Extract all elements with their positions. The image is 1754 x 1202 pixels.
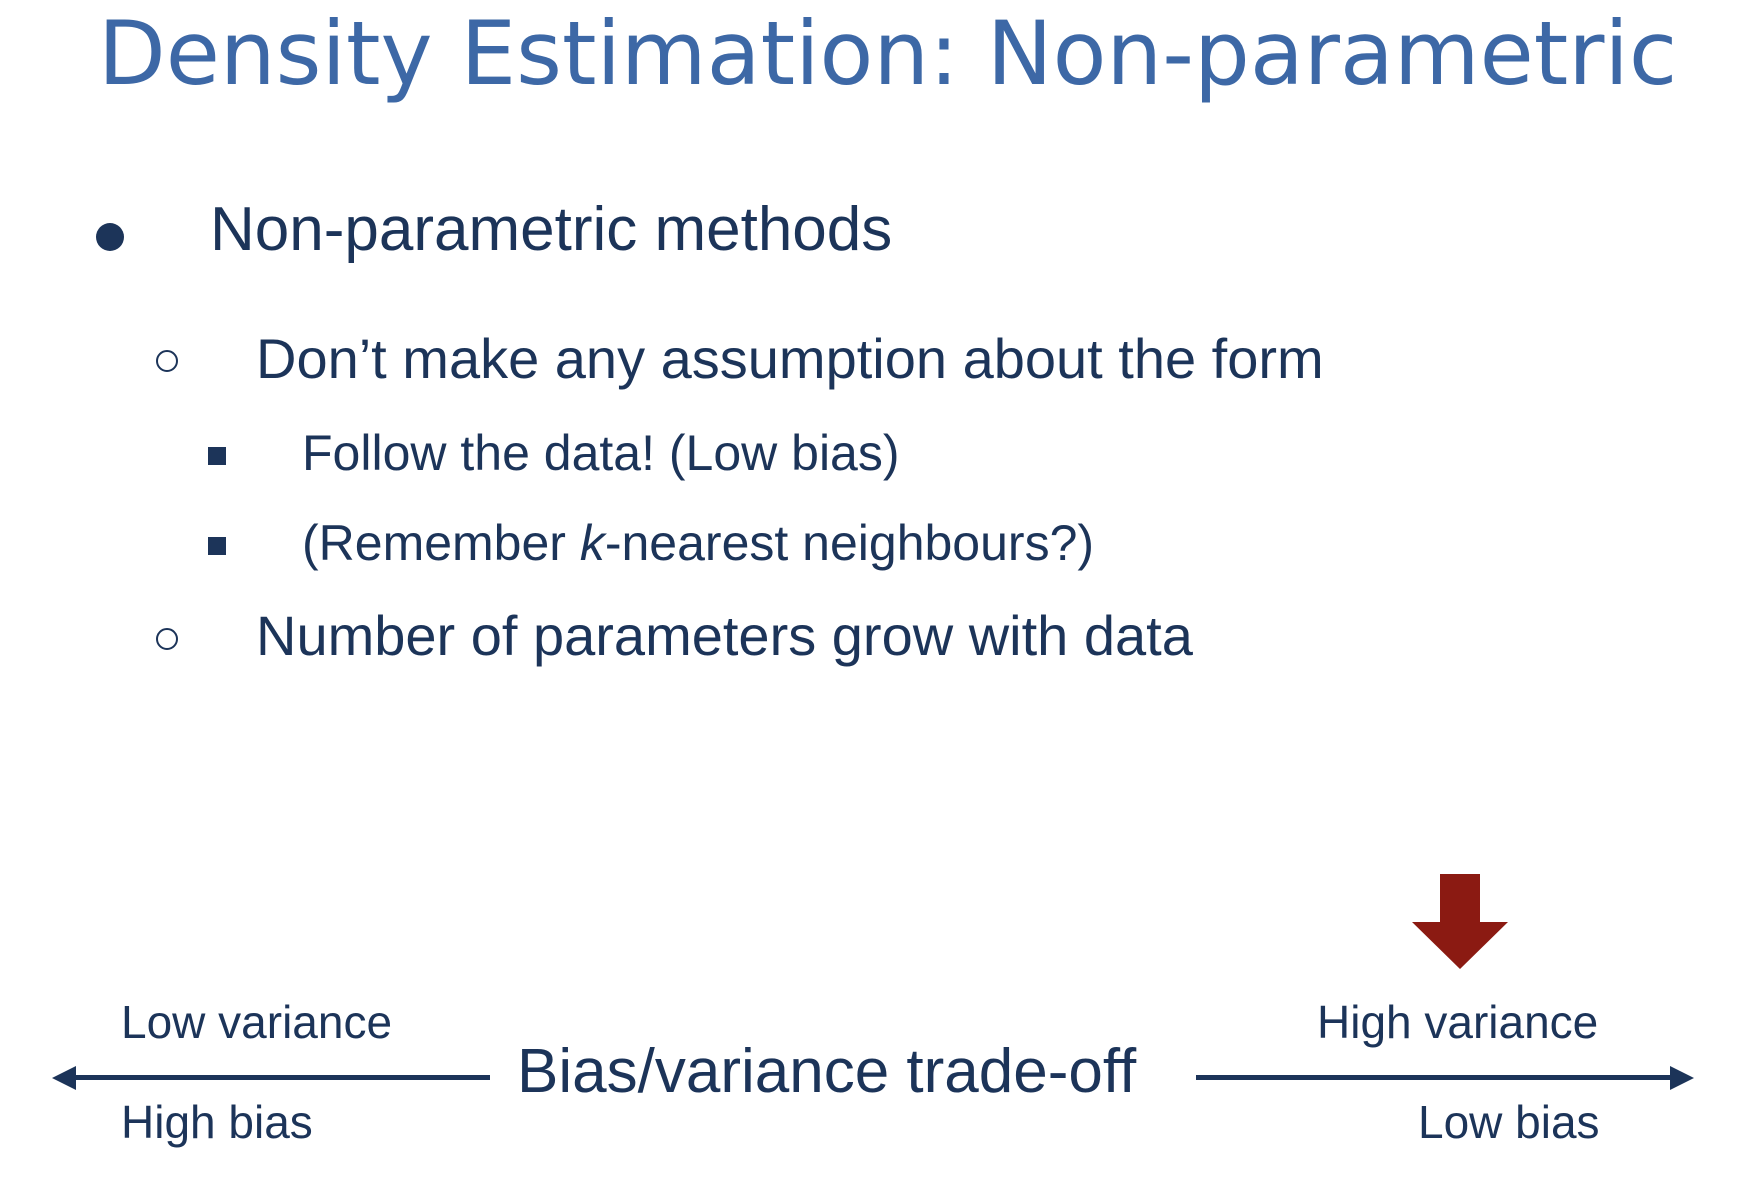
label-low-variance: Low variance — [121, 996, 393, 1048]
bullet-sub-parameters: Number of parameters grow with data — [256, 604, 1193, 667]
bullet-sub-item-follow: Follow the data! (Low bias) — [302, 425, 900, 481]
bullet-main: Non-parametric methods — [210, 195, 893, 264]
tradeoff-axis-left — [70, 1075, 490, 1080]
label-low-bias: Low bias — [1418, 1096, 1600, 1148]
bullet-circle-icon — [156, 628, 178, 650]
label-high-bias: High bias — [121, 1096, 313, 1148]
arrow-down-icon — [1412, 874, 1508, 969]
bullet-square-icon — [208, 537, 226, 555]
bullet-circle-icon — [156, 350, 178, 372]
arrow-right-icon — [1670, 1066, 1694, 1090]
knn-text-before: (Remember — [302, 515, 580, 571]
tradeoff-label: Bias/variance trade-off — [517, 1037, 1137, 1106]
label-high-variance: High variance — [1317, 996, 1599, 1048]
bullet-sub-assumption: Don’t make any assumption about the form — [256, 327, 1324, 390]
knn-text-italic: k — [579, 515, 605, 571]
arrow-left-icon — [52, 1066, 76, 1090]
bullet-disc-icon — [96, 223, 124, 251]
knn-text-after: -nearest neighbours?) — [604, 515, 1095, 571]
bullet-square-icon — [208, 447, 226, 465]
tradeoff-axis-right — [1196, 1075, 1676, 1080]
bullet-sub-item-knn: (Remember k-nearest neighbours?) — [302, 514, 1094, 572]
slide-title: Density Estimation: Non-parametric — [98, 2, 1678, 105]
